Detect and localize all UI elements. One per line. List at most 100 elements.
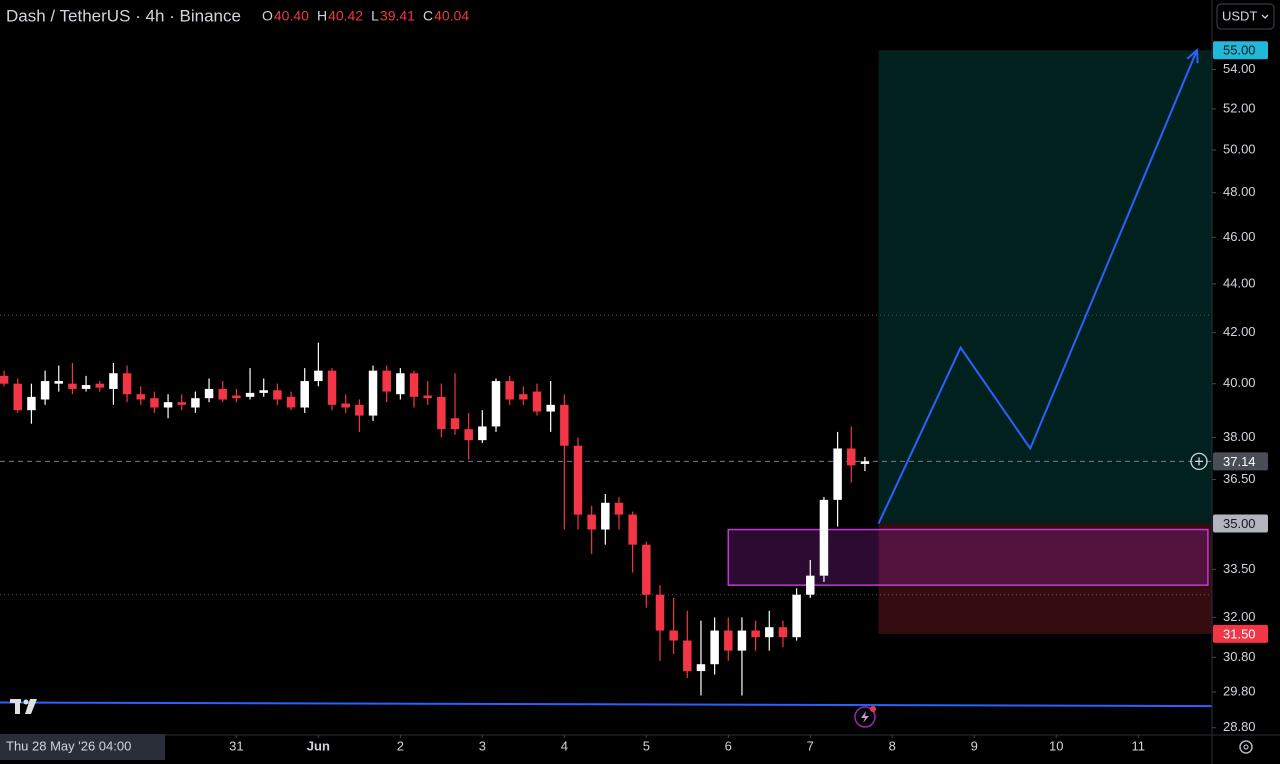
- candle-body: [546, 404, 555, 412]
- price-tag-label: 37.14: [1223, 454, 1256, 469]
- candle-body: [751, 630, 760, 638]
- candle-body: [218, 388, 227, 400]
- candle-body: [95, 383, 104, 388]
- candle-body: [368, 370, 378, 416]
- y-tick-label: 50.00: [1223, 141, 1256, 156]
- currency-label[interactable]: USDT: [1222, 8, 1257, 23]
- candle-body: [122, 373, 132, 395]
- crosshair-time-box: [0, 734, 165, 760]
- candle-body: [273, 390, 282, 400]
- x-tick-label: 3: [479, 738, 486, 753]
- y-tick-label: 40.00: [1223, 375, 1256, 390]
- legend-value: 40.40: [274, 8, 309, 24]
- tv-logo: [10, 699, 37, 714]
- y-tick-label: 44.00: [1223, 275, 1256, 290]
- dropdown-icon: [1261, 14, 1269, 19]
- candle-body: [259, 390, 268, 393]
- candle-body: [724, 630, 733, 651]
- crosshair-time: Thu 28 May '26 04:00: [6, 738, 131, 753]
- x-tick-label: 2: [397, 738, 404, 753]
- price-tag-label: 55.00: [1223, 43, 1256, 58]
- candle-body: [792, 594, 801, 638]
- candle-body: [327, 370, 337, 405]
- support-trendline: [0, 701, 1213, 708]
- price-tag: [1213, 514, 1268, 533]
- price-tag-label: 31.50: [1223, 626, 1256, 641]
- candle-body: [150, 398, 159, 408]
- y-tick-label: 33.50: [1223, 561, 1256, 576]
- legend-key: O: [262, 8, 273, 24]
- projection-path: [877, 49, 1198, 524]
- candle-body: [696, 664, 706, 672]
- stop-zone: [878, 523, 1212, 634]
- currency-button[interactable]: [1216, 3, 1275, 30]
- settings-icon[interactable]: [1239, 740, 1253, 754]
- candle-body: [81, 384, 91, 389]
- drawings: [727, 50, 1212, 634]
- projection-layer: [877, 48, 1199, 524]
- y-tick-label: 54.00: [1223, 61, 1256, 76]
- candle-body: [314, 370, 323, 382]
- x-tick-label: 31: [229, 738, 243, 753]
- y-tick-label: 29.80: [1223, 683, 1256, 698]
- candle-body: [491, 381, 501, 427]
- candle-body: [191, 398, 200, 408]
- y-tick-label: 32.00: [1223, 609, 1256, 624]
- candle-body: [628, 514, 637, 545]
- projection-arrowhead: [1186, 48, 1199, 64]
- candle-body: [560, 404, 569, 446]
- price-tag-label: 35.00: [1223, 516, 1256, 531]
- candle-body: [860, 461, 870, 464]
- y-tick-label: 36.50: [1223, 471, 1256, 486]
- candle-body: [423, 395, 432, 399]
- y-tick-label: 46.00: [1223, 229, 1256, 244]
- candle-body: [478, 426, 487, 441]
- candle-body: [437, 396, 446, 430]
- x-tick-label: 11: [1131, 738, 1145, 753]
- candle-body: [13, 383, 22, 411]
- candle-body: [68, 383, 77, 389]
- candle-body: [54, 381, 63, 384]
- price-tag: [1213, 41, 1268, 60]
- x-tick-label: 5: [643, 738, 650, 753]
- candle-body: [450, 418, 460, 430]
- price-tag: [1213, 624, 1268, 643]
- price-tag: [1213, 452, 1268, 471]
- candle-body: [177, 402, 186, 405]
- candle-body: [464, 429, 473, 441]
- candle-body: [109, 373, 118, 389]
- candle-body: [587, 514, 596, 530]
- candle-body: [27, 396, 36, 411]
- add-alert-icon: [1190, 452, 1208, 471]
- alert-icon[interactable]: [854, 706, 876, 728]
- candle-body: [286, 396, 296, 408]
- legend-key: C: [423, 8, 433, 24]
- x-tick-label: 10: [1049, 738, 1063, 753]
- candle-body: [245, 392, 255, 397]
- candle-body: [532, 391, 542, 412]
- candle-body: [300, 381, 309, 408]
- candle-body: [382, 370, 391, 392]
- y-tick-label: 52.00: [1223, 100, 1256, 115]
- y-tick-label: 48.00: [1223, 184, 1256, 199]
- legend-value: 39.41: [380, 8, 415, 24]
- chart-title: Dash / TetherUS · 4h · Binance: [6, 6, 241, 25]
- candle-body: [655, 594, 665, 631]
- candle-body: [669, 630, 678, 641]
- y-tick-label: 38.00: [1223, 429, 1256, 444]
- candle-body: [136, 394, 145, 400]
- demand-zone: [727, 528, 1209, 586]
- y-tick-label: 30.80: [1223, 649, 1256, 664]
- candle-body: [642, 544, 651, 595]
- candle-body: [519, 394, 528, 400]
- candle-body: [204, 388, 214, 399]
- y-tick-label: 42.00: [1223, 324, 1256, 339]
- x-tick-label: 4: [561, 738, 568, 753]
- candle-body: [341, 403, 350, 408]
- target-zone: [878, 50, 1212, 524]
- candle-body: [396, 373, 405, 395]
- x-tick-label: 6: [725, 738, 732, 753]
- candle-body: [232, 395, 241, 399]
